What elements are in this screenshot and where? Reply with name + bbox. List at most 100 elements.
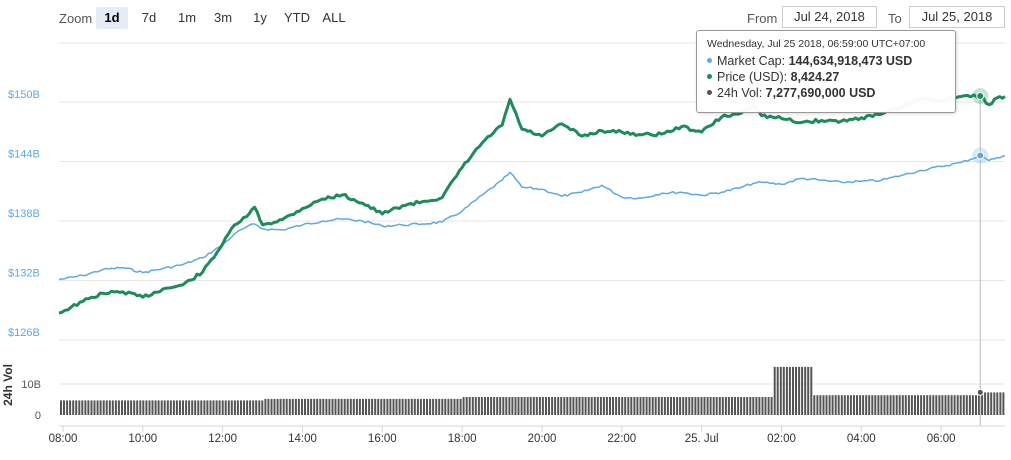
volume-bar (111, 400, 114, 415)
volume-bar (81, 400, 84, 415)
x-tick-label: 12:00 (208, 433, 237, 445)
volume-tick-label: 10B (21, 379, 41, 391)
x-tick-label: 04:00 (847, 433, 876, 445)
volume-bar (487, 397, 489, 415)
volume-bar (136, 400, 139, 415)
volume-bar (212, 400, 215, 415)
volume-bar (188, 400, 191, 415)
volume-bar (898, 395, 901, 415)
volume-bar (249, 400, 252, 415)
volume-bar (602, 397, 605, 415)
volume-bar (590, 397, 593, 415)
volume-bar (246, 400, 249, 415)
volume-bar (240, 400, 242, 415)
volume-bar (453, 398, 456, 415)
volume-bar (169, 400, 172, 415)
volume-bar (349, 398, 352, 415)
volume-bar (984, 392, 987, 415)
volume-bar (947, 395, 950, 415)
volume-bar (221, 400, 224, 415)
volume-bar (944, 395, 947, 415)
volume-bar (133, 400, 136, 415)
volume-bar (389, 398, 392, 415)
volume-bar (636, 397, 639, 415)
zoom-button-1y[interactable]: 1y (253, 10, 267, 25)
volume-bar (401, 398, 404, 415)
volume-bar (78, 400, 81, 415)
zoom-button-all[interactable]: ALL (322, 10, 346, 25)
zoom-button-7d[interactable]: 7d (141, 10, 157, 25)
volume-bar (87, 400, 90, 415)
volume-bar (566, 397, 569, 415)
volume-bar (319, 398, 322, 415)
volume-bar (163, 400, 166, 415)
tooltip-value: 8,424.27 (790, 70, 840, 84)
volume-bar (72, 400, 75, 415)
volume-bar (252, 400, 255, 415)
volume-bar (685, 397, 688, 415)
volume-bar (127, 400, 130, 415)
zoom-label: Zoom (59, 11, 93, 26)
zoom-button-ytd[interactable]: YTD (284, 10, 310, 25)
zoom-button-1d[interactable]: 1d (96, 7, 128, 29)
volume-bar (724, 397, 727, 415)
volume-bar (69, 400, 72, 415)
volume-bar (182, 400, 184, 415)
volume-bar (849, 395, 852, 415)
volume-bar (264, 398, 267, 415)
volume-bar (999, 392, 1002, 415)
from-date-input[interactable]: Jul 24, 2018 (782, 6, 877, 28)
volume-bar (596, 397, 599, 415)
volume-bar (798, 366, 801, 415)
to-date-input[interactable]: Jul 25, 2018 (909, 6, 1005, 28)
volume-bar (352, 398, 355, 415)
volume-bar (450, 398, 453, 415)
tooltip-label: Price (USD): (717, 70, 791, 84)
volume-bar (538, 397, 541, 415)
volume-bar (557, 397, 560, 415)
market-cap-hover-point (976, 151, 985, 160)
volume-bar (377, 398, 380, 415)
volume-bar (535, 397, 538, 415)
volume-bar (316, 398, 319, 415)
volume-bar (627, 397, 630, 415)
volume-bar (117, 400, 120, 415)
volume-bar (862, 395, 865, 415)
volume-bar (941, 395, 944, 415)
volume-bar (166, 400, 169, 415)
volume-bar (697, 397, 700, 415)
volume-bar (901, 395, 904, 415)
x-tick-label: 16:00 (368, 433, 397, 445)
volume-bar (304, 398, 306, 415)
volume-bar (755, 397, 758, 415)
volume-bar (703, 397, 706, 415)
volume-tick-label: 0 (35, 410, 41, 422)
volume-bar (975, 395, 977, 415)
volume-bar (978, 395, 980, 415)
volume-bar (572, 397, 575, 415)
zoom-button-1m[interactable]: 1m (177, 10, 197, 25)
volume-bar (889, 395, 892, 415)
volume-bar (294, 398, 297, 415)
volume-bar (752, 397, 755, 415)
volume-bar (892, 395, 895, 415)
zoom-button-3m[interactable]: 3m (213, 10, 233, 25)
volume-bar (142, 400, 145, 415)
tooltip-value: 144,634,918,473 USD (788, 54, 913, 68)
volume-bar (63, 400, 65, 415)
y-tick-label: $150B (8, 89, 40, 101)
volume-bar (904, 395, 907, 415)
volume-bar (859, 395, 862, 415)
volume-bar (270, 398, 273, 415)
volume-bar (914, 395, 916, 415)
volume-bar (688, 397, 691, 415)
tooltip-row: Market Cap: 144,634,918,473 USD (707, 53, 945, 69)
volume-bar (368, 398, 371, 415)
volume-bar (490, 397, 493, 415)
volume-bar (191, 400, 194, 415)
volume-bar (764, 397, 767, 415)
volume-bar (291, 398, 294, 415)
volume-bar (93, 400, 96, 415)
volume-bar (971, 395, 974, 415)
